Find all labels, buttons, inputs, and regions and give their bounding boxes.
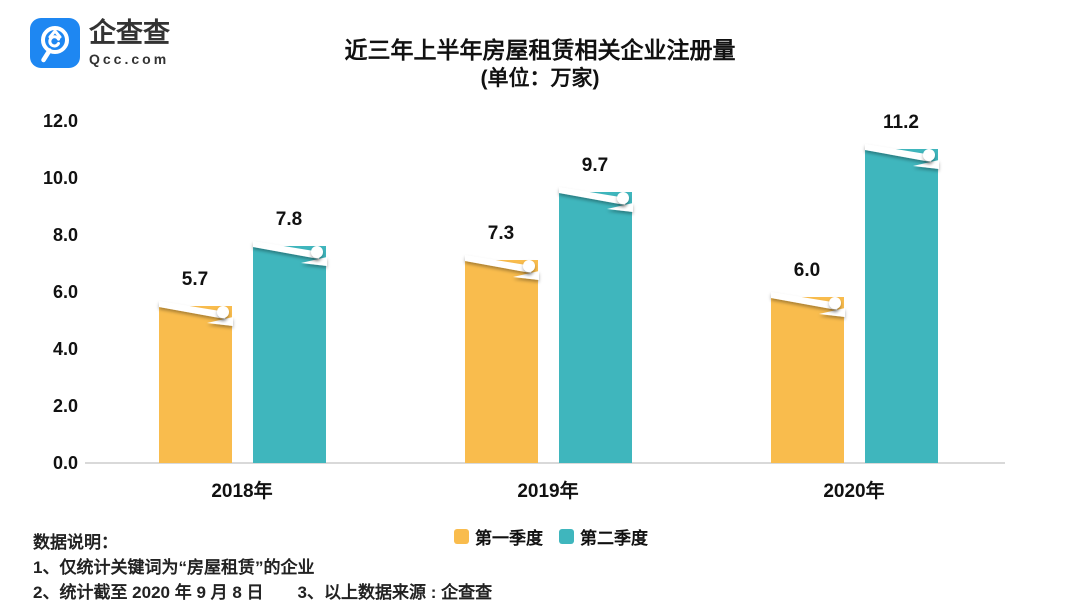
brand-name: 企查查 — [89, 18, 170, 49]
bar-第二季度-2018年 — [252, 240, 327, 463]
legend-label: 第一季度 — [475, 529, 543, 548]
y-axis-tick-label: 2.0 — [52, 396, 78, 416]
bar-fill — [558, 191, 632, 463]
page-curl-decoration — [158, 300, 233, 326]
data-notes: 数据说明： 1、仅统计关键词为“房屋租赁”的企业 2、统计截至 2020 年 9… — [33, 530, 492, 605]
chart-subtitle: (单位：万家) — [480, 66, 600, 90]
page-curl-decoration — [770, 292, 845, 317]
magnifier-q-icon — [30, 18, 80, 68]
bar-fill — [464, 259, 538, 463]
bar-第二季度-2019年 — [558, 186, 633, 463]
bar-fill — [864, 148, 938, 463]
bar-第一季度-2020年 — [770, 292, 845, 463]
y-axis-tick-label: 8.0 — [52, 225, 78, 245]
legend-label: 第二季度 — [580, 529, 648, 548]
y-axis-tick-label: 12.0 — [42, 111, 78, 131]
legend-item-第一季度: 第一季度 — [454, 524, 543, 549]
note-line-2: 2、统计截至 2020 年 9 月 8 日 3、以上数据来源 : 企查查 — [33, 580, 492, 605]
page-curl-decoration — [252, 240, 327, 266]
chart-title-block: 近三年上半年房屋租赁相关企业注册量 (单位：万家) — [0, 36, 1080, 92]
bar-value-label: 6.0 — [793, 260, 821, 281]
qcc-logo: 企查查 Qcc.com — [30, 18, 170, 68]
category-label-2018年: 2018年 — [211, 481, 273, 502]
bar-fill — [770, 297, 844, 463]
bar-fill — [252, 245, 326, 463]
brand-domain: Qcc.com — [89, 50, 170, 67]
y-axis-tick-label: 6.0 — [52, 282, 78, 302]
note-line-1: 1、仅统计关键词为“房屋租赁”的企业 — [33, 558, 315, 577]
legend-swatch-icon — [454, 529, 469, 544]
legend-swatch-icon — [559, 529, 574, 544]
bar-第二季度-2020年 — [864, 143, 939, 463]
y-axis-tick-label: 10.0 — [42, 168, 78, 188]
note-2: 2、统计截至 2020 年 9 月 8 日 — [33, 583, 264, 602]
chart-title: 近三年上半年房屋租赁相关企业注册量 — [344, 37, 736, 63]
bar-第一季度-2019年 — [464, 254, 539, 463]
y-axis-tick-label: 0.0 — [52, 453, 78, 473]
chart-legend: 第一季度 第二季度 — [0, 524, 1080, 549]
bar-value-label: 9.7 — [581, 154, 609, 176]
legend-item-第二季度: 第二季度 — [559, 524, 648, 549]
category-label-2020年: 2020年 — [823, 481, 885, 502]
bar-value-label: 11.2 — [883, 111, 919, 133]
y-axis-tick-label: 4.0 — [52, 339, 78, 359]
bar-value-label: 5.7 — [181, 268, 209, 290]
x-axis-line — [85, 462, 1005, 464]
page-curl-decoration — [558, 186, 633, 212]
category-label-2019年: 2019年 — [517, 481, 579, 502]
bar-value-label: 7.3 — [487, 222, 515, 244]
brand-text: 企查查 Qcc.com — [89, 18, 170, 67]
notes-heading: 数据说明： — [33, 533, 118, 552]
page-curl-decoration — [864, 143, 939, 169]
note-3: 3、以上数据来源 : 企查查 — [297, 583, 493, 602]
page-curl-decoration — [464, 254, 539, 280]
bar-第一季度-2018年 — [158, 300, 233, 463]
bar-value-label: 7.8 — [275, 208, 303, 230]
bar-fill — [158, 305, 232, 463]
